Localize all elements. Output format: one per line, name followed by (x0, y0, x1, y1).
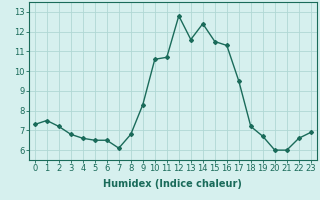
X-axis label: Humidex (Indice chaleur): Humidex (Indice chaleur) (103, 179, 242, 189)
